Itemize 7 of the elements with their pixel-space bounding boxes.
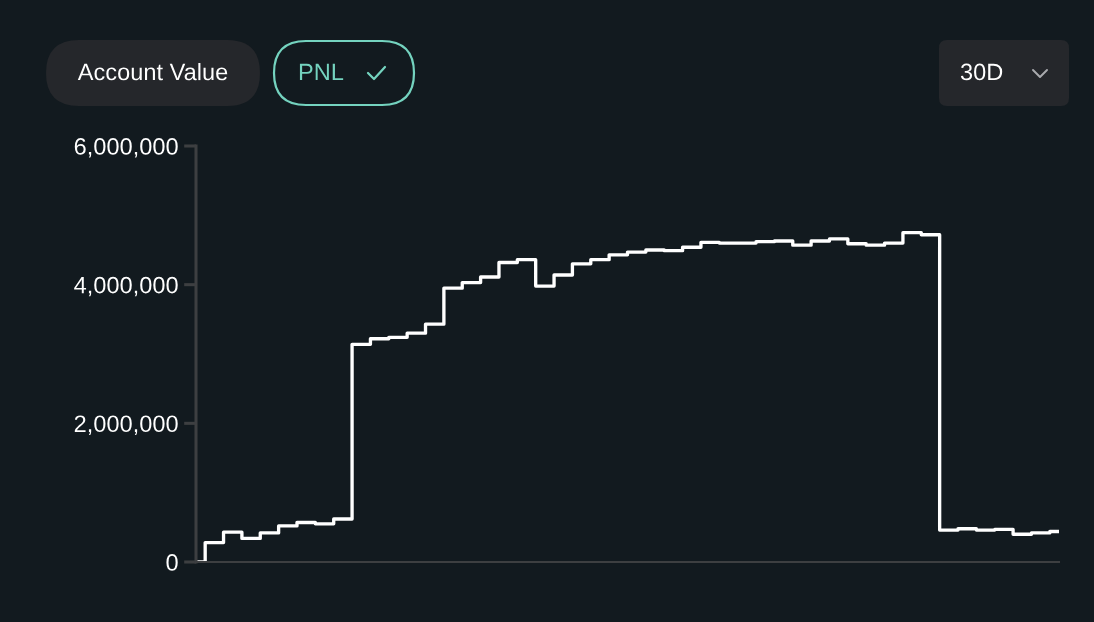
y-tick-label: 6,000,000	[74, 138, 178, 158]
y-tick-label: 2,000,000	[74, 415, 178, 435]
y-tick-label: 0	[166, 554, 178, 571]
y-tick-label: 4,000,000	[74, 276, 178, 297]
text: PNL	[299, 63, 344, 81]
text: 30D	[960, 63, 1003, 81]
text: Account Value	[77, 63, 228, 81]
